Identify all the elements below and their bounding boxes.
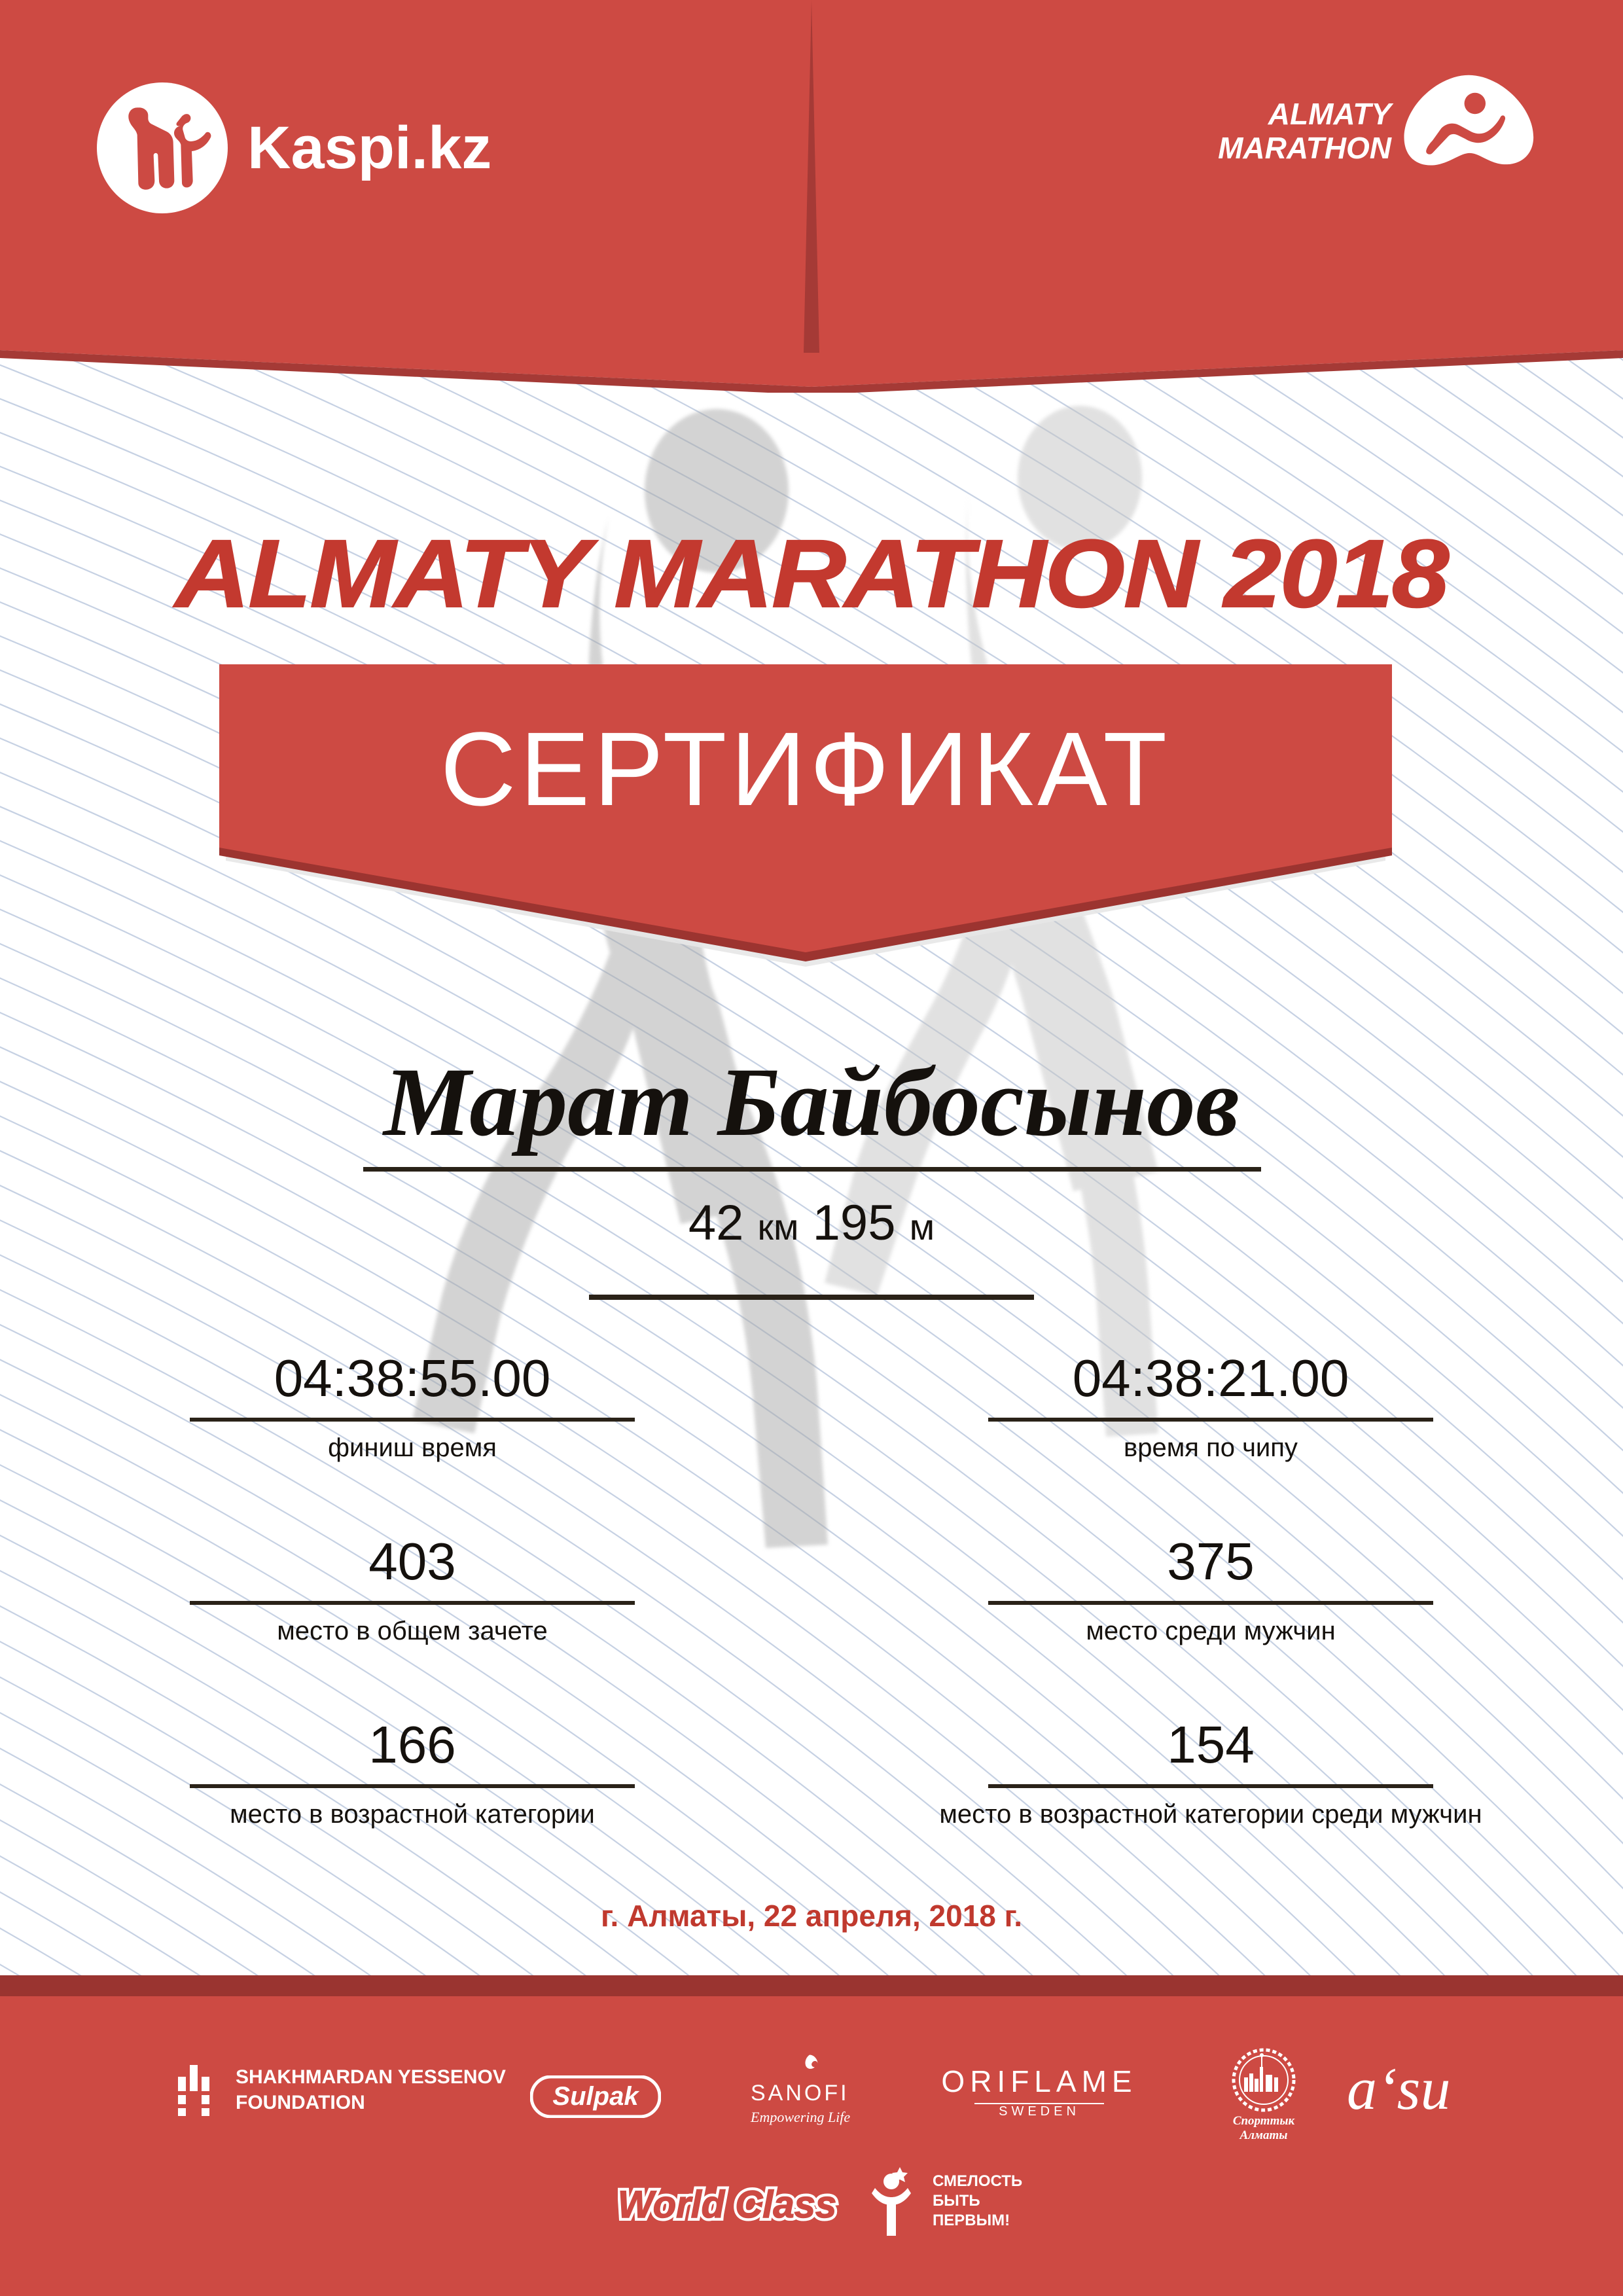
svg-text:Sulpak: Sulpak (552, 2082, 639, 2111)
svg-text:World Class: World Class (618, 2183, 836, 2226)
